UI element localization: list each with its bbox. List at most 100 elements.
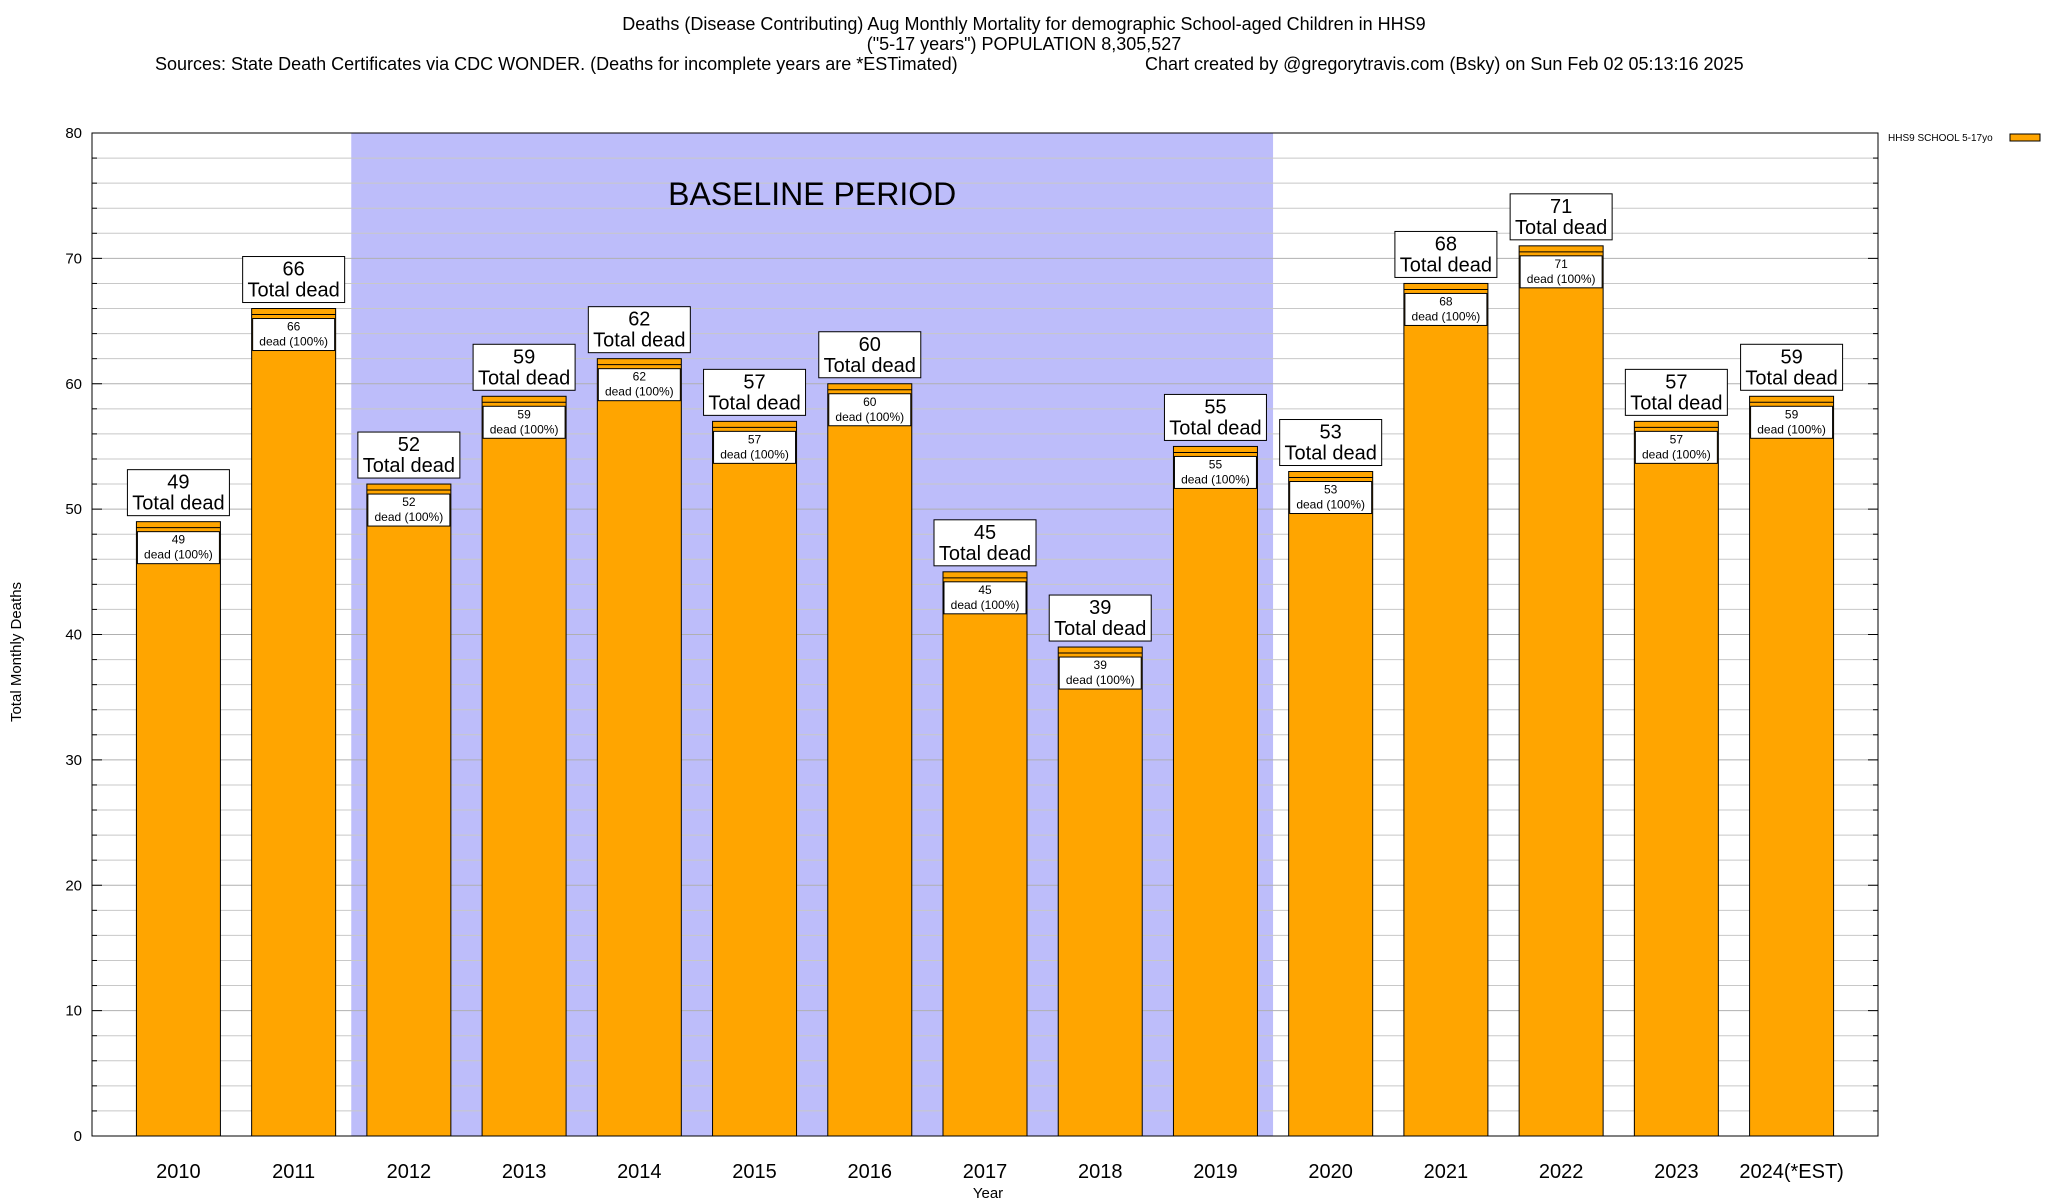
plot-border <box>91 132 1879 1137</box>
legend-swatch <box>2009 133 2041 142</box>
inner-value-label: 52 <box>402 495 416 509</box>
inner-percent-label: dead (100%) <box>835 410 904 424</box>
bar <box>366 483 452 1137</box>
total-label-box <box>126 469 230 517</box>
inner-percent-label: dead (100%) <box>1066 673 1135 687</box>
inner-value-label: 49 <box>172 533 186 547</box>
y-tick-label: 30 <box>65 752 82 769</box>
chart-credit-note: Chart created by @gregorytravis.com (Bsk… <box>1145 54 1744 74</box>
total-dead-label: Total dead <box>132 493 224 515</box>
total-value-label: 55 <box>1204 396 1226 418</box>
total-label-box <box>1279 419 1383 467</box>
total-label-box <box>1740 343 1844 391</box>
x-tick-label: 2016 <box>848 1161 893 1183</box>
x-tick-label: 2020 <box>1308 1161 1353 1183</box>
bar <box>827 383 913 1137</box>
bar <box>1633 420 1719 1137</box>
total-label-box <box>1048 594 1152 642</box>
total-label-box <box>472 343 576 391</box>
total-dead-label: Total dead <box>1400 254 1492 276</box>
total-dead-label: Total dead <box>478 367 570 389</box>
inner-value-label: 71 <box>1554 257 1568 271</box>
x-tick-label: 2013 <box>502 1161 547 1183</box>
y-tick-label: 50 <box>65 501 82 518</box>
inner-label-box <box>1058 656 1142 690</box>
total-label-box <box>357 431 461 479</box>
total-value-label: 62 <box>628 309 650 331</box>
total-dead-label: Total dead <box>1630 392 1722 414</box>
y-tick-label: 70 <box>65 250 82 267</box>
inner-value-label: 39 <box>1094 658 1108 672</box>
y-tick-label: 80 <box>65 125 82 142</box>
inner-value-label: 59 <box>517 407 531 421</box>
inner-label-box <box>1750 405 1834 439</box>
inner-label-box <box>1634 430 1718 464</box>
inner-percent-label: dead (100%) <box>1527 272 1596 286</box>
total-value-label: 66 <box>283 259 305 281</box>
total-value-label: 45 <box>974 522 996 544</box>
bar <box>1172 445 1258 1137</box>
x-tick-label: 2012 <box>387 1161 432 1183</box>
inner-label-box <box>1519 255 1603 289</box>
bar <box>1403 282 1489 1137</box>
bar <box>596 358 682 1137</box>
total-value-label: 52 <box>398 434 420 456</box>
total-value-label: 57 <box>743 371 765 393</box>
total-value-label: 59 <box>513 346 535 368</box>
total-label-box <box>1624 368 1728 416</box>
y-tick-label: 60 <box>65 376 82 393</box>
x-tick-label: 2024(*EST) <box>1739 1161 1844 1183</box>
inner-percent-label: dead (100%) <box>490 422 559 436</box>
total-value-label: 49 <box>167 472 189 494</box>
y-tick-label: 10 <box>65 1003 82 1020</box>
x-tick-label: 2015 <box>732 1161 777 1183</box>
bar <box>942 571 1028 1137</box>
inner-value-label: 66 <box>287 320 301 334</box>
inner-value-label: 57 <box>748 432 762 446</box>
total-value-label: 68 <box>1435 233 1457 255</box>
x-tick-label: 2011 <box>272 1161 315 1183</box>
total-value-label: 57 <box>1665 371 1687 393</box>
total-value-label: 60 <box>859 334 881 356</box>
inner-label-box <box>1173 455 1257 489</box>
inner-label-box <box>482 405 566 439</box>
inner-percent-label: dead (100%) <box>1412 309 1481 323</box>
x-tick-label: 2018 <box>1078 1161 1123 1183</box>
y-tick-label: 0 <box>74 1128 82 1145</box>
total-value-label: 53 <box>1320 422 1342 444</box>
x-tick-label: 2019 <box>1193 1161 1238 1183</box>
total-label-box <box>818 331 922 379</box>
inner-label-box <box>943 581 1027 615</box>
bar <box>1749 395 1835 1137</box>
total-value-label: 71 <box>1550 196 1572 218</box>
total-label-box <box>703 368 807 416</box>
inner-label-box <box>597 368 681 402</box>
inner-value-label: 59 <box>1785 407 1799 421</box>
total-label-box <box>1163 393 1267 441</box>
chart-subtitle: ("5-17 years") POPULATION 8,305,527 <box>866 34 1182 54</box>
inner-value-label: 62 <box>633 370 647 384</box>
inner-value-label: 60 <box>863 395 877 409</box>
inner-percent-label: dead (100%) <box>259 335 328 349</box>
y-tick-label: 40 <box>65 627 82 644</box>
inner-percent-label: dead (100%) <box>144 548 213 562</box>
total-label-box <box>1509 193 1613 241</box>
inner-percent-label: dead (100%) <box>951 598 1020 612</box>
y-tick-label: 20 <box>65 877 82 894</box>
inner-percent-label: dead (100%) <box>720 447 789 461</box>
total-label-box <box>933 519 1037 567</box>
inner-value-label: 45 <box>978 583 992 597</box>
inner-value-label: 53 <box>1324 483 1338 497</box>
bar <box>1518 245 1604 1137</box>
x-tick-label: 2022 <box>1539 1161 1584 1183</box>
bar <box>135 521 221 1137</box>
bar <box>481 395 567 1137</box>
total-dead-label: Total dead <box>939 543 1031 565</box>
x-tick-label: 2014 <box>617 1161 662 1183</box>
inner-value-label: 55 <box>1209 457 1223 471</box>
total-value-label: 39 <box>1089 597 1111 619</box>
total-label-box <box>242 256 346 304</box>
x-tick-label: 2017 <box>963 1161 1008 1183</box>
x-tick-label: 2023 <box>1654 1161 1699 1183</box>
